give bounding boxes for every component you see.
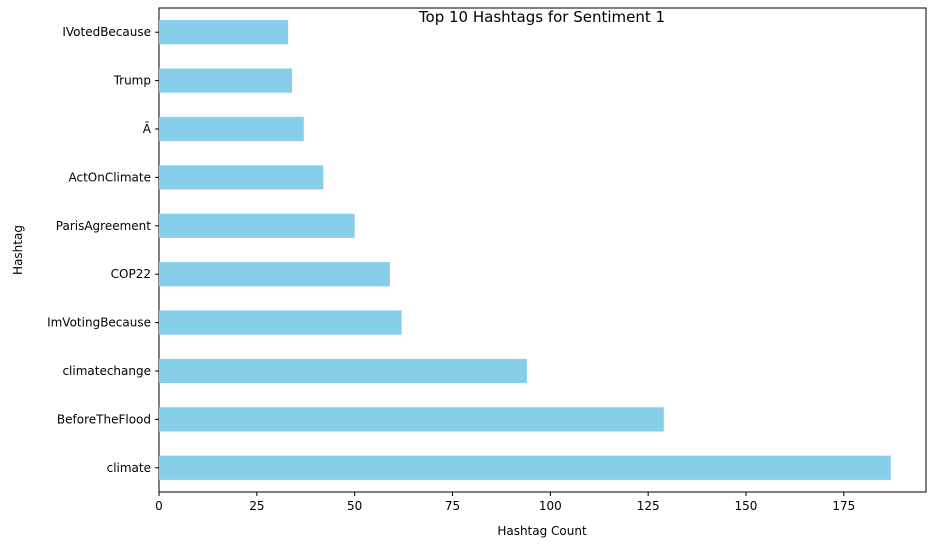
y-tick-label: climatechange xyxy=(62,364,151,378)
y-tick-label: ActOnClimate xyxy=(68,170,151,184)
y-tick-label: climate xyxy=(107,461,151,475)
y-ticks-group: IVotedBecause Trump Ā ActOnClimate ParisAgre… xyxy=(47,25,159,475)
x-ticks-group: 0 25 50 75 100 125 150 175 xyxy=(155,492,855,513)
x-tick-label: 150 xyxy=(735,499,758,513)
x-tick-label: 50 xyxy=(347,499,362,513)
bar xyxy=(159,165,324,190)
bar xyxy=(159,455,891,480)
x-tick-label: 0 xyxy=(155,499,163,513)
y-axis-label: Hashtag xyxy=(11,225,25,275)
bar xyxy=(159,407,664,432)
bar xyxy=(159,68,293,93)
bar xyxy=(159,310,402,335)
y-tick-label: Trump xyxy=(113,74,151,88)
x-tick-label: 175 xyxy=(832,499,855,513)
y-tick-label: COP22 xyxy=(111,267,151,281)
y-tick-label: Ā xyxy=(143,122,152,136)
x-tick-label: 75 xyxy=(445,499,460,513)
bar xyxy=(159,116,304,142)
x-axis-label: Hashtag Count xyxy=(497,524,587,538)
y-tick-label: ImVotingBecause xyxy=(47,316,151,330)
bar xyxy=(159,358,527,384)
bar xyxy=(159,20,289,45)
x-tick-label: 125 xyxy=(637,499,660,513)
x-tick-label: 100 xyxy=(539,499,562,513)
bars-group xyxy=(159,20,891,480)
y-tick-label: IVotedBecause xyxy=(62,25,151,39)
chart-title: Top 10 Hashtags for Sentiment 1 xyxy=(418,8,665,26)
x-tick-label: 25 xyxy=(249,499,264,513)
bar xyxy=(159,262,390,287)
y-tick-label: ParisAgreement xyxy=(56,219,152,233)
plot-frame xyxy=(158,7,927,493)
y-tick-label: BeforeTheFlood xyxy=(57,412,151,426)
bar xyxy=(159,213,355,238)
